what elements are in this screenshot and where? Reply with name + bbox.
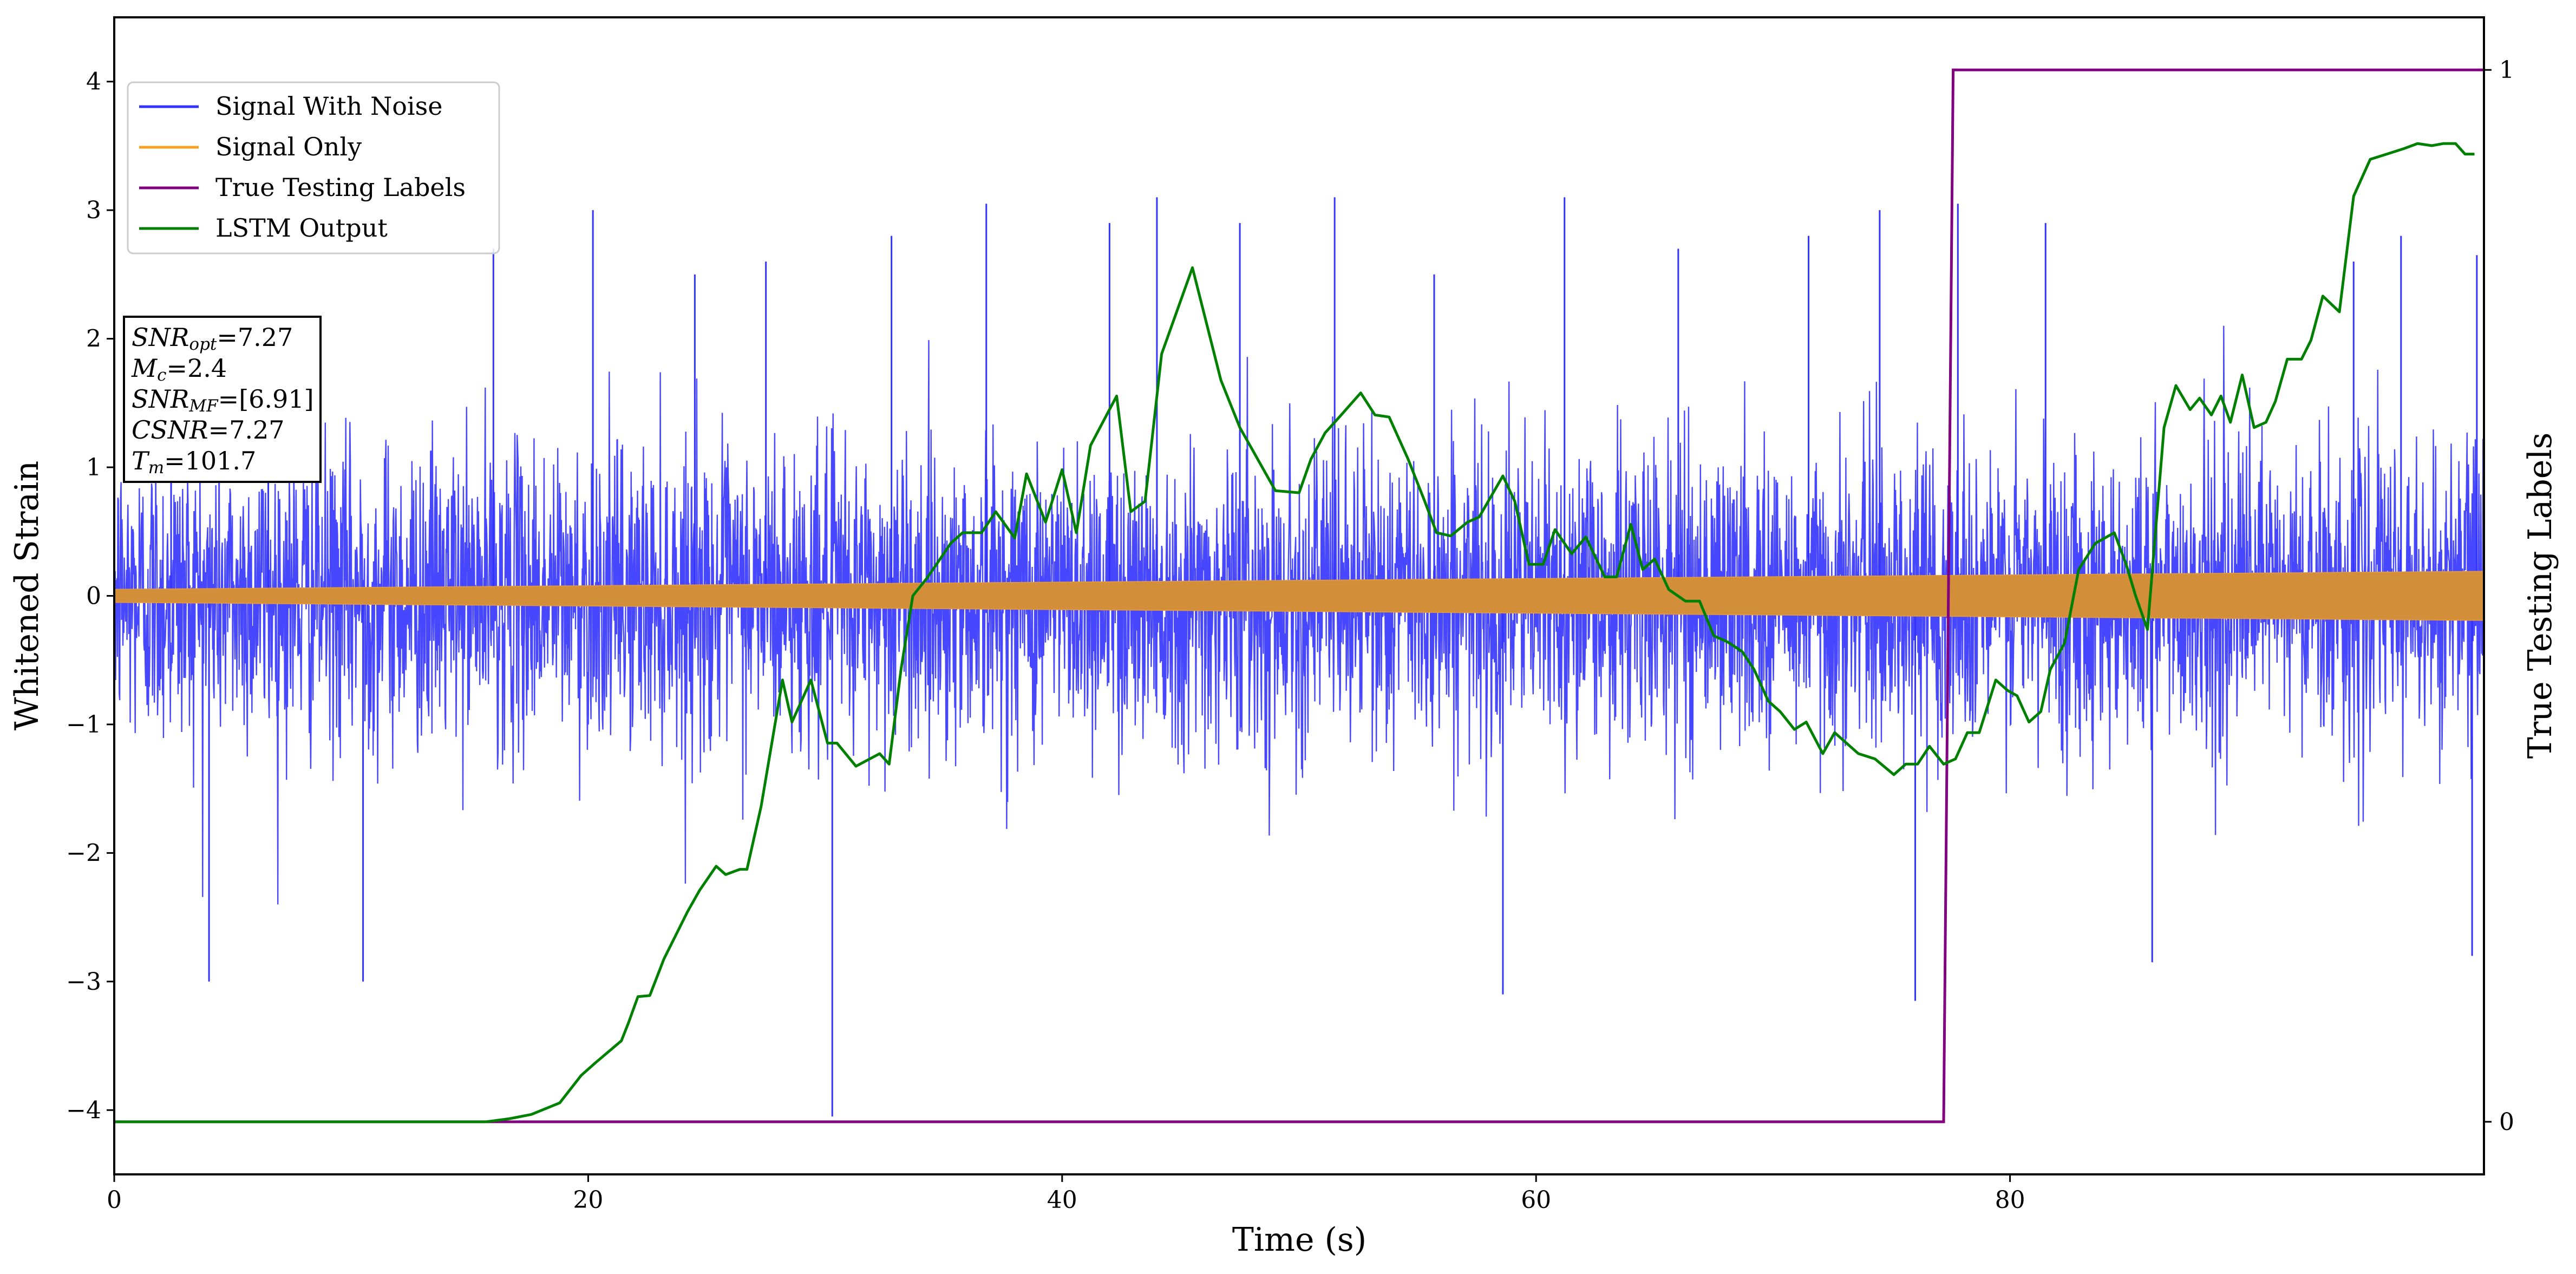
snr-mf-value: =[6.91] bbox=[218, 384, 314, 414]
y-tick-label: 1 bbox=[86, 454, 101, 481]
signal-with-noise-series bbox=[114, 197, 2484, 1117]
legend-label-lstm-output: LSTM Output bbox=[215, 213, 388, 243]
legend: Signal With Noise Signal Only True Testi… bbox=[127, 81, 500, 254]
y-tick-label: −3 bbox=[66, 968, 101, 996]
y-tick-label: −4 bbox=[66, 1096, 101, 1124]
lstm-output-line bbox=[114, 142, 2475, 1123]
mc-line: Mc=2.4 bbox=[132, 354, 227, 385]
legend-label-signal-only: Signal Only bbox=[215, 132, 362, 161]
y2-axis-title: True Testing Labels bbox=[2521, 433, 2559, 759]
x-tick-label: 60 bbox=[1521, 1186, 1551, 1214]
lstm-output-series bbox=[114, 142, 2475, 1123]
true-labels-line bbox=[114, 68, 2484, 1123]
legend-label-true-testing-labels: True Testing Labels bbox=[215, 173, 466, 202]
csnr-line: CSNR=7.27 bbox=[132, 415, 285, 445]
y-tick-label: −2 bbox=[66, 839, 101, 867]
x-tick-label: 0 bbox=[107, 1186, 122, 1214]
x-tick-label: 20 bbox=[573, 1186, 603, 1214]
signal-only-series bbox=[114, 571, 2484, 621]
csnr-value: =7.27 bbox=[208, 415, 285, 445]
snr-opt-value: =7.27 bbox=[217, 323, 293, 352]
y-tick-label: 4 bbox=[86, 68, 101, 96]
tm-line: Tm=101.7 bbox=[132, 446, 257, 478]
y-tick-label: 0 bbox=[86, 583, 101, 610]
snr-opt-line: SNRopt=7.27 bbox=[132, 323, 293, 354]
signal-only-band bbox=[114, 571, 2484, 621]
y-axis-ticks: −4 −3 −2 −1 0 1 2 3 4 bbox=[66, 68, 114, 1124]
parameters-box: SNRopt=7.27 Mc=2.4 SNRMF=[6.91] CSNR=7.2… bbox=[123, 316, 322, 483]
true-testing-labels-series bbox=[114, 68, 2484, 1123]
y2-tick-label: 0 bbox=[2499, 1108, 2514, 1136]
x-axis-ticks: 0 20 40 60 80 bbox=[107, 1174, 2025, 1214]
y-tick-label: 2 bbox=[86, 325, 101, 353]
legend-label-signal-with-noise: Signal With Noise bbox=[215, 92, 442, 121]
mc-value: =2.4 bbox=[166, 354, 227, 383]
y-axis-title: Whitened Strain bbox=[8, 461, 46, 730]
y-tick-label: −1 bbox=[66, 711, 101, 739]
y2-axis-ticks: 01 bbox=[2484, 56, 2514, 1136]
x-tick-label: 40 bbox=[1047, 1186, 1077, 1214]
y2-tick-label: 1 bbox=[2499, 56, 2514, 84]
tm-value: =101.7 bbox=[164, 446, 257, 475]
x-tick-label: 80 bbox=[1995, 1186, 2025, 1214]
y-tick-label: 3 bbox=[86, 197, 101, 224]
legend-box bbox=[127, 81, 500, 254]
snr-mf-line: SNRMF=[6.91] bbox=[132, 384, 314, 416]
x-axis-title: Time (s) bbox=[1232, 1221, 1367, 1259]
